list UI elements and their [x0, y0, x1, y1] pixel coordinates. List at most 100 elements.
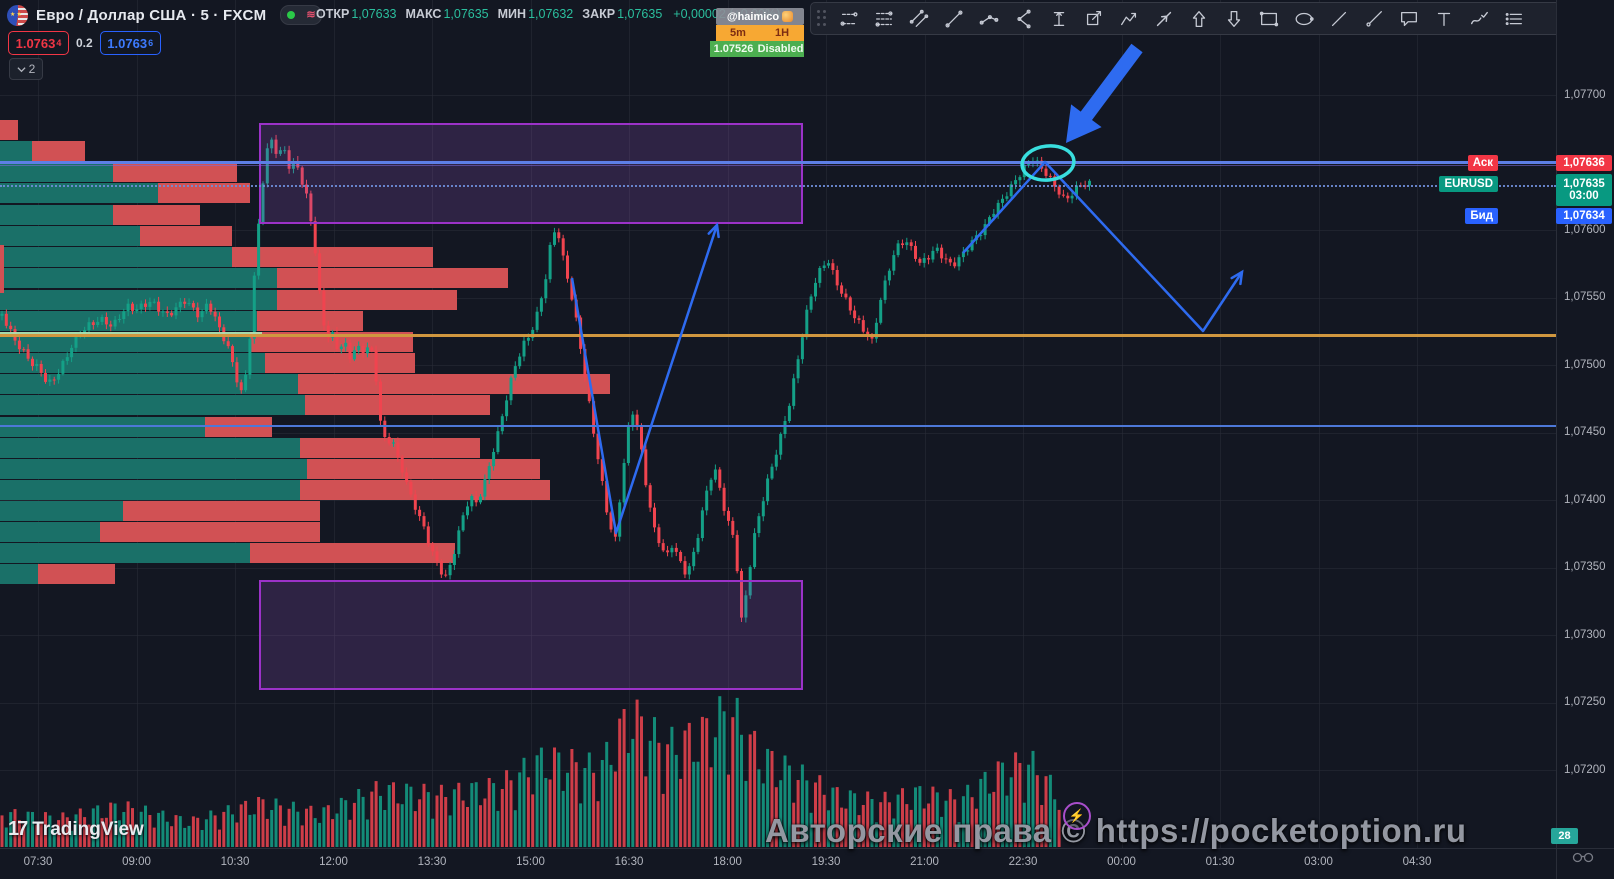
line-tool-button[interactable] — [1321, 4, 1356, 33]
tradingview-logo[interactable]: 17 TradingView — [8, 818, 144, 841]
projection-future-zigzag[interactable] — [962, 160, 1244, 333]
support-blue-line[interactable] — [0, 425, 1556, 427]
projection-past-zigzag[interactable] — [570, 224, 719, 535]
market-status-pill[interactable]: ≋ — [280, 5, 323, 25]
volume-bar — [544, 778, 548, 847]
candle-body — [753, 533, 757, 568]
candle-body — [779, 434, 783, 455]
volume-bar — [905, 804, 909, 847]
more-menu-tool-button[interactable] — [1496, 4, 1531, 33]
volume-bar — [574, 762, 578, 847]
candle-body — [9, 325, 13, 330]
callout-tool-button[interactable] — [1391, 4, 1426, 33]
plugin-badge: @haimico 5m 1H 1.07526 Disabled — [710, 8, 804, 57]
volume-bar — [513, 810, 517, 847]
plugin-status-button[interactable]: Disabled — [757, 43, 804, 55]
volume-bar — [631, 738, 635, 847]
candle-body — [405, 472, 409, 483]
buy-button[interactable]: 1.0763 6 — [99, 31, 161, 55]
fib-channel-tool-button[interactable] — [866, 4, 901, 33]
volume-bar — [418, 799, 422, 847]
volume-bar — [474, 782, 478, 847]
collapse-indicators-button[interactable]: 2 — [9, 58, 43, 80]
candle-body — [479, 496, 482, 503]
candle-body — [126, 303, 130, 312]
current-price-tag-value: 1,07635 03:00 — [1556, 174, 1612, 206]
demand-zone-box[interactable] — [259, 580, 803, 690]
volume-bar — [335, 813, 339, 847]
time-axis[interactable]: 07:30 09:00 10:30 12:00 13:30 15:00 16:30 18:00… — [0, 848, 1556, 879]
volume-bar — [209, 810, 213, 847]
grid-line-vertical — [826, 0, 827, 848]
date-price-range-tool-button[interactable] — [1076, 4, 1111, 33]
volume-bar — [365, 819, 369, 847]
volume-bar — [39, 821, 43, 847]
volume-bar — [622, 709, 626, 847]
flat-line-icon — [979, 14, 998, 25]
candle-body — [435, 551, 439, 561]
signature-tool-button[interactable] — [1461, 4, 1496, 33]
ellipse-icon — [1295, 12, 1314, 25]
resistance-blue-line[interactable] — [0, 161, 1556, 164]
level-lime-line[interactable] — [0, 332, 262, 334]
fib-retracement-tool-button[interactable] — [831, 4, 866, 33]
ray-tool-button[interactable] — [1356, 4, 1391, 33]
candle-body — [687, 566, 691, 575]
candle-body — [535, 311, 539, 330]
lightning-badge[interactable]: ⚡ — [1063, 802, 1091, 830]
volume-bar — [157, 812, 161, 847]
arrow-down-tool-button[interactable] — [1216, 4, 1251, 33]
ellipse-tool-button[interactable] — [1286, 4, 1321, 33]
candle-body — [648, 485, 652, 508]
angle-line-tool-button[interactable] — [1006, 4, 1041, 33]
candlestick-series — [0, 134, 1091, 847]
volume-bar — [735, 697, 739, 847]
arrow-marker-tool-button[interactable] — [1146, 4, 1181, 33]
candle-body — [496, 431, 500, 452]
volume-bar — [487, 778, 491, 847]
volume-bar — [857, 815, 861, 847]
candle-body — [300, 167, 304, 185]
arrow-up-tool-button[interactable] — [1181, 4, 1216, 33]
supply-zone-box[interactable] — [259, 123, 803, 224]
candle-body — [87, 322, 91, 330]
tf-5m-button[interactable]: 5m — [730, 27, 746, 39]
candle-body — [139, 303, 143, 310]
eurusd-flag-icon[interactable]: ★★ — [7, 4, 28, 26]
tf-1h-button[interactable]: 1H — [774, 27, 790, 39]
big-down-arrow[interactable] — [1066, 43, 1143, 143]
candle-body — [257, 223, 261, 276]
sell-button[interactable]: 1.0763 4 — [8, 31, 69, 55]
candle-body — [370, 347, 374, 351]
flat-line-tool-button[interactable] — [971, 4, 1006, 33]
trend-line-tool-button[interactable] — [936, 4, 971, 33]
toolbar-drag-handle[interactable] — [817, 9, 829, 28]
price-range-tool-button[interactable] — [1041, 4, 1076, 33]
text-tool-button[interactable] — [1426, 4, 1461, 33]
chart-canvas[interactable]: ★★ Евро / Доллар США · 5 · FXCM ≋ ОТКР 1,… — [0, 0, 1556, 848]
volume-bar — [922, 808, 926, 847]
candle-body — [65, 357, 69, 361]
candle-body — [692, 551, 696, 567]
rectangle-tool-button[interactable] — [1251, 4, 1286, 33]
candle-body — [318, 253, 322, 291]
symbol-title[interactable]: Евро / Доллар США · 5 · FXCM — [36, 6, 267, 24]
candle-body — [44, 373, 47, 382]
candle-body — [52, 379, 56, 381]
entry-circle-mark[interactable] — [1020, 143, 1076, 182]
volume-bar — [113, 803, 117, 847]
volume-bar — [653, 717, 656, 847]
trend-arrow-tool-button[interactable] — [1111, 4, 1146, 33]
candle-body — [200, 311, 204, 318]
candle-body — [505, 400, 509, 417]
volume-bar — [361, 796, 365, 847]
parallel-channel-tool-button[interactable] — [901, 4, 936, 33]
volume-bar — [531, 794, 535, 847]
volume-bar — [814, 782, 817, 847]
level-orange-line[interactable] — [0, 334, 1556, 337]
resistance-blue-shadow-line[interactable] — [0, 165, 1556, 166]
price-axis[interactable]: 1,07700 1,07600 1,07550 1,07500 1,07450 1,074… — [1556, 0, 1614, 848]
parallel-channel-icon — [909, 9, 928, 27]
corner-goggles-icon[interactable] — [1572, 851, 1594, 869]
current-price-dotted-line — [0, 185, 1556, 187]
